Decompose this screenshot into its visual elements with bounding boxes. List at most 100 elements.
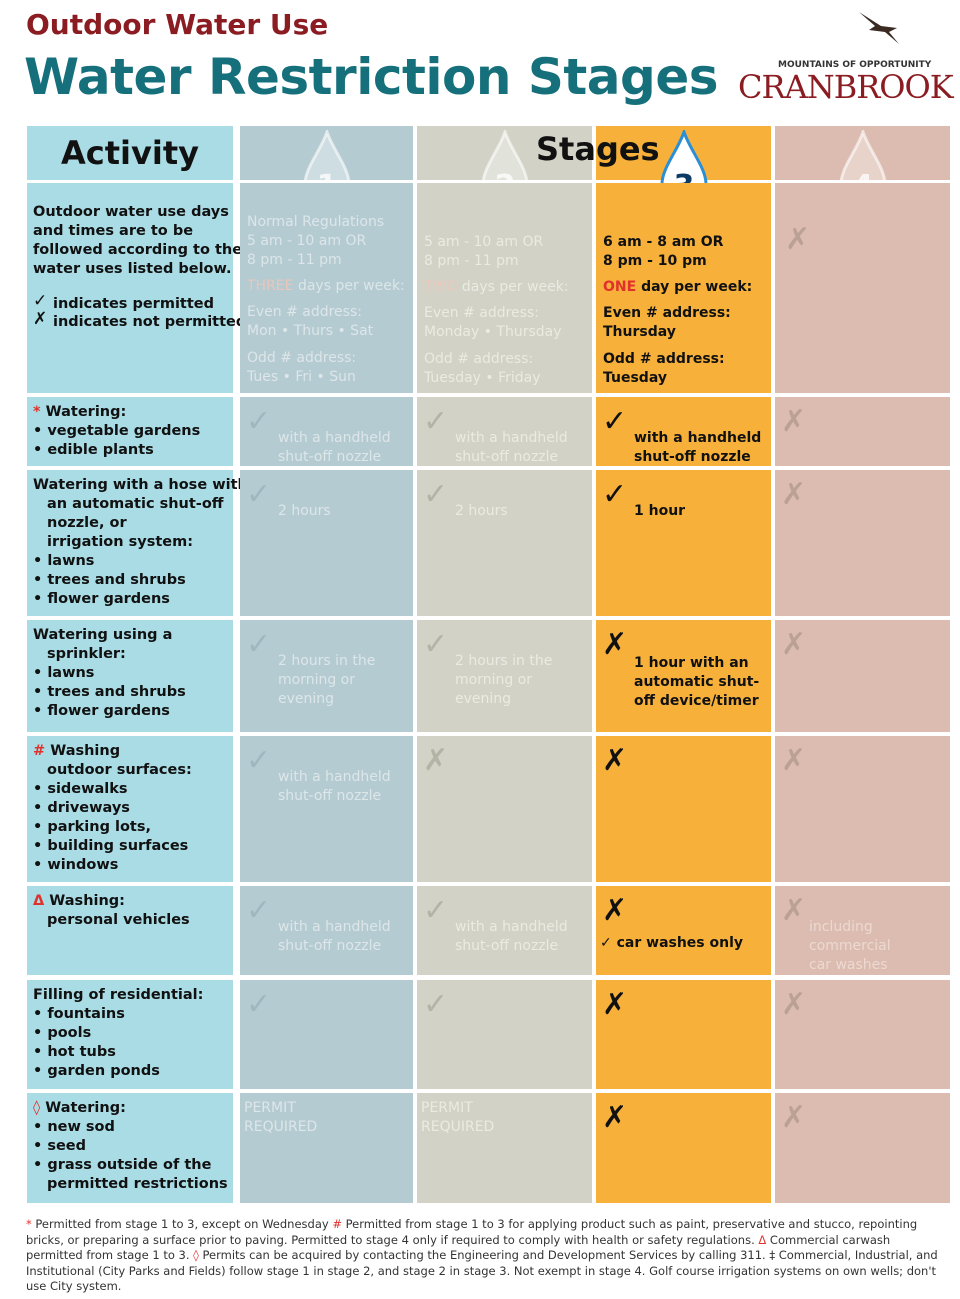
even-label: Even # address:: [247, 304, 362, 320]
activity-line: • garden ponds: [33, 1062, 160, 1081]
not-permitted-icon: ✗: [602, 627, 628, 662]
even-label: Even # address:: [424, 305, 539, 321]
activity-line: • parking lots,: [33, 818, 151, 837]
stage-text: 1 hour: [634, 503, 686, 519]
stage-cell: ✓ with a handheld shut-off nozzle: [240, 736, 413, 882]
activity-line: • flower gardens: [33, 702, 170, 721]
not-permitted-icon: ✗: [781, 987, 807, 1022]
activity-cell: Δ Washing: personal vehicles: [27, 886, 233, 975]
stage-text: 2 hours in the: [278, 653, 376, 669]
logo-bird: [859, 12, 899, 44]
stage-cell: ✗: [775, 397, 950, 466]
activity-text: • flower gardens: [33, 591, 170, 607]
days-line: TWO days per week:: [424, 278, 569, 297]
footnote-marker: #: [332, 1217, 342, 1231]
activity-text: Watering using a: [33, 627, 173, 643]
stage-cell: 6 am - 8 am OR 8 pm - 10 pm ONE day per we…: [596, 183, 771, 393]
stage-text: with a handheld: [455, 919, 568, 935]
permitted-icon: ✓: [423, 627, 449, 662]
stage-cell: ✓ 2 hours in the morning or evening: [240, 620, 413, 732]
stage-text: evening: [455, 691, 512, 707]
time-line: Normal Regulations: [247, 214, 385, 230]
permitted-icon: ✓: [246, 743, 272, 778]
permitted-icon: ✓: [602, 404, 628, 439]
footnote-marker: ◊: [193, 1248, 199, 1262]
activity-text: • parking lots,: [33, 819, 151, 835]
legend-icon: ✓: [33, 291, 48, 311]
stage-cell: ✓ with a handheld shut-off nozzle: [417, 886, 592, 975]
activity-header-cell: Activity: [27, 126, 233, 180]
not-permitted-icon: ✗: [602, 1100, 628, 1135]
stage-cell: ✗: [775, 980, 950, 1089]
activity-text: • hot tubs: [33, 1044, 116, 1060]
stage-text: PERMIT: [421, 1100, 473, 1116]
time-line: 8 pm - 10 pm: [603, 253, 707, 269]
stage-cell: ✗ including commercial car washes: [775, 886, 950, 975]
activity-line: • new sod: [33, 1118, 115, 1137]
activity-line: • sidewalks: [33, 780, 128, 799]
stage-text: morning or: [278, 672, 356, 688]
stage-text: commercial: [809, 938, 891, 954]
not-permitted-icon: ✗: [781, 404, 807, 439]
stage-text: 1 hour with an: [634, 655, 749, 671]
title: Water Restriction Stages: [24, 48, 719, 106]
even-days: Thursday: [603, 324, 676, 340]
stage-cell: ✗: [596, 1093, 771, 1203]
permitted-icon: ✓: [246, 627, 272, 662]
stage-cell: 5 am - 10 am OR 8 pm - 11 pm TWO days per …: [417, 183, 592, 393]
stage-text: evening: [278, 691, 335, 707]
activity-line: permitted restrictions: [47, 1175, 228, 1194]
stage-text: 2 hours: [278, 503, 331, 519]
days-text: days per week:: [297, 278, 405, 294]
activity-text: sprinkler:: [47, 646, 126, 662]
stage-text: off device/timer: [634, 693, 759, 709]
stage-text: REQUIRED: [244, 1119, 318, 1135]
footnote-marker: Δ: [33, 893, 45, 909]
stage-text: shut-off nozzle: [278, 788, 382, 804]
activity-text: • new sod: [33, 1119, 115, 1135]
activity-text: • lawns: [33, 553, 95, 569]
stage-cell: ✓: [240, 980, 413, 1089]
stage-text: with a handheld: [634, 430, 762, 446]
stage-cell: ✓: [417, 980, 592, 1089]
permitted-icon: ✓: [246, 893, 272, 928]
activity-line: personal vehicles: [47, 911, 190, 930]
days-count: THREE: [247, 278, 294, 294]
stages-header: Stages: [536, 130, 660, 168]
activity-line: * Watering:: [33, 403, 126, 422]
logo-tagline: MOUNTAINS OF OPPORTUNITY: [778, 60, 932, 70]
not-permitted-icon: ✗: [785, 222, 811, 257]
activity-cell: * Watering: • vegetable gardens • edible p…: [27, 397, 233, 466]
activity-text: • flower gardens: [33, 703, 170, 719]
activity-text: Filling of residential:: [33, 987, 204, 1003]
legend-icon: ✗: [33, 309, 48, 329]
activity-line: nozzle, or: [47, 514, 127, 533]
permitted-icon: ✓: [602, 477, 628, 512]
stage-text: with a handheld: [278, 430, 391, 446]
footnote-text: Permitted from stage 1 to 3, except on W…: [35, 1217, 329, 1231]
activity-line: • pools: [33, 1024, 91, 1043]
not-permitted-icon: ✗: [602, 987, 628, 1022]
time-line: 6 am - 8 am OR: [603, 234, 724, 250]
stage-cell: ✗: [775, 183, 950, 393]
activity-text: • sidewalks: [33, 781, 128, 797]
stage-cell: ✗: [775, 1093, 950, 1203]
stage-cell: ✓ 2 hours in the morning or evening: [417, 620, 592, 732]
stage-text: automatic shut-: [634, 674, 760, 690]
activity-text: • grass outside of the: [33, 1157, 212, 1173]
stage-text: including: [809, 919, 873, 935]
permitted-icon: ✓: [423, 987, 449, 1022]
activity-text: • edible plants: [33, 442, 154, 458]
activity-line: • trees and shrubs: [33, 683, 186, 702]
even-days: Monday • Thursday: [424, 324, 562, 340]
stage-cell: ✓ with a handheld shut-off nozzle: [240, 397, 413, 466]
activity-text: • lawns: [33, 665, 95, 681]
permitted-icon: ✓: [423, 477, 449, 512]
activity-line: ◊ Watering:: [33, 1099, 126, 1118]
footnote-text: Permitted from stage 1 to 3 for applying…: [26, 1217, 918, 1247]
days-line: ONE day per week:: [603, 278, 752, 297]
legend-text: indicates not permitted: [53, 314, 247, 330]
odd-label: Odd # address:: [247, 350, 357, 366]
activity-line: Δ Washing:: [33, 892, 125, 911]
stage-cell: ✗ 1 hour with an automatic shut-off device…: [596, 620, 771, 732]
